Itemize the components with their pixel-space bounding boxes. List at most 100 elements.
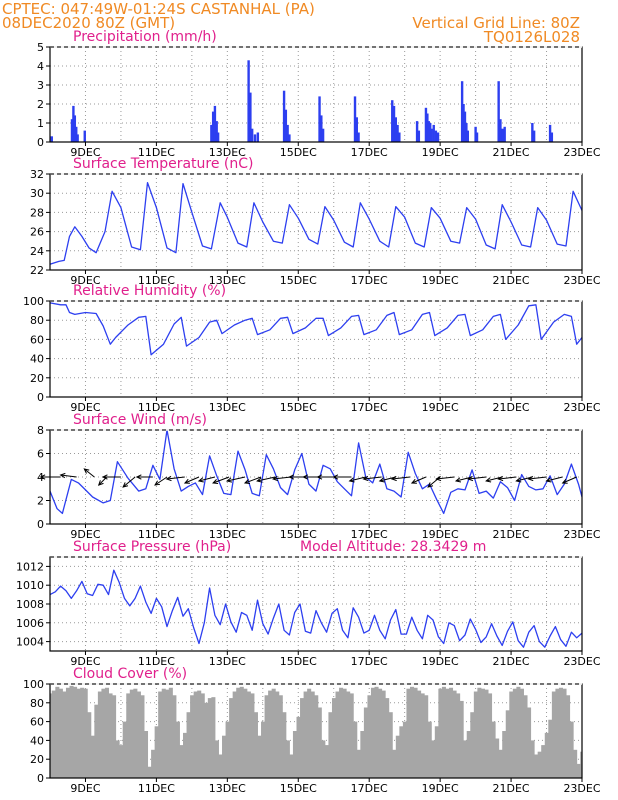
cloud-date-label: 23DEC xyxy=(563,782,600,795)
cloud-bar xyxy=(324,745,329,778)
cloud-bar xyxy=(356,749,361,778)
cloud-bar xyxy=(158,691,163,778)
temp-series-line xyxy=(50,181,582,265)
precip-bar xyxy=(465,123,468,142)
wind-arrow-shaft xyxy=(436,476,455,480)
wind-arrow xyxy=(390,475,411,482)
wind-arrow-head xyxy=(165,475,172,482)
cloud-bar xyxy=(470,712,475,778)
wind-date-label: 11DEC xyxy=(138,528,175,541)
wind-arrow xyxy=(272,475,292,482)
wind-arrow-head xyxy=(467,475,474,482)
wind-arrow xyxy=(183,476,200,484)
header-model: TQ0126L028 xyxy=(483,28,580,46)
cloud-bar xyxy=(147,766,152,778)
wind-arrow-head xyxy=(243,479,251,484)
cloud-bar xyxy=(292,731,297,778)
wind-arrow xyxy=(527,475,547,482)
wind-arrow-head xyxy=(122,482,129,488)
cloud-bar xyxy=(76,688,81,778)
wind-arrow-shaft xyxy=(226,476,246,482)
cloud-bar xyxy=(133,688,138,778)
cloud-bar xyxy=(385,698,390,778)
precip-bar xyxy=(215,121,218,142)
precip-bar xyxy=(213,105,217,142)
wind-arrow-shaft xyxy=(349,476,366,482)
cloud-bar xyxy=(236,687,241,778)
wind-arrow-head xyxy=(59,472,66,479)
cloud-bar xyxy=(108,693,113,778)
cloud-bar xyxy=(69,685,74,778)
wind-arrow-shaft xyxy=(391,476,411,480)
wind-ytick-label: 8 xyxy=(37,424,44,437)
wind-arrow-head xyxy=(272,475,279,482)
cloud-date-label: 13DEC xyxy=(209,782,246,795)
rh-date-label: 19DEC xyxy=(422,401,459,414)
wind-arrow-head xyxy=(183,478,190,484)
cloud-bar xyxy=(449,687,454,778)
wind-arrow-shaft xyxy=(546,476,563,482)
cloud-bar xyxy=(190,695,195,778)
temp-date-label: 23DEC xyxy=(563,274,600,287)
cloud-bar xyxy=(370,687,376,778)
precip-bar xyxy=(426,113,429,142)
precip-bar xyxy=(357,132,360,142)
cloud-bar xyxy=(115,740,120,778)
precip-bar xyxy=(247,60,250,142)
wind-arrow xyxy=(256,476,276,483)
cloud-bar xyxy=(175,721,180,778)
cloud-bar xyxy=(271,688,276,778)
cloud-bar xyxy=(126,693,131,778)
cloud-bar xyxy=(562,688,567,778)
precip-date-label: 17DEC xyxy=(351,146,388,159)
cloud-bar xyxy=(193,691,198,778)
precip-bar xyxy=(50,136,53,142)
precip-date-label: 11DEC xyxy=(138,146,175,159)
wind-ytick-label: 2 xyxy=(37,495,44,508)
cloud-bar xyxy=(317,707,322,778)
cloud-bar xyxy=(516,686,521,778)
precip-bar xyxy=(462,104,465,142)
cloud-bar xyxy=(143,731,149,778)
wind-arrow-shaft xyxy=(166,476,185,480)
cloud-bar xyxy=(367,695,372,778)
precip-bar xyxy=(321,128,325,142)
precip-bar xyxy=(460,81,464,142)
cloud-bar xyxy=(214,740,219,778)
precip-bar xyxy=(284,109,288,142)
rh-date-label: 11DEC xyxy=(138,401,175,414)
cloud-bar xyxy=(314,695,319,778)
rh-title: Relative Humidity (%) xyxy=(73,283,226,299)
cloud-bar xyxy=(456,693,461,778)
wind-arrow-head xyxy=(497,475,504,482)
precip-bar xyxy=(282,90,286,142)
cloud-bar xyxy=(360,731,365,778)
wind-arrow-shaft xyxy=(273,476,292,480)
cloud-bar xyxy=(264,695,269,778)
precip-bar xyxy=(429,123,432,142)
precip-bar xyxy=(432,124,435,142)
wind-arrow xyxy=(410,476,427,484)
pressure-date-label: 23DEC xyxy=(563,655,600,668)
cloud-bar xyxy=(101,688,106,778)
wind-arrow xyxy=(39,474,61,480)
precip-bar xyxy=(355,117,358,142)
cloud-bar xyxy=(381,690,386,778)
cloud-bar xyxy=(576,763,581,778)
cloud-bar xyxy=(207,698,212,778)
cloud-bar xyxy=(339,687,344,778)
cloud-bar xyxy=(83,688,88,778)
precip-bar xyxy=(532,130,536,142)
cloud-date-label: 19DEC xyxy=(422,782,459,795)
cloud-bar xyxy=(551,691,556,778)
cloud-bar xyxy=(495,738,500,778)
cloud-bar xyxy=(427,721,432,778)
cloud-bar xyxy=(232,691,237,778)
wind-arrow-shaft xyxy=(198,476,216,482)
cloud-date-label: 15DEC xyxy=(280,782,317,795)
temp-ytick-label: 24 xyxy=(30,245,44,258)
wind-series-line xyxy=(50,430,582,515)
precip-date-label: 15DEC xyxy=(280,146,317,159)
cloud-bar xyxy=(225,721,230,778)
cloud-bar xyxy=(378,688,383,778)
